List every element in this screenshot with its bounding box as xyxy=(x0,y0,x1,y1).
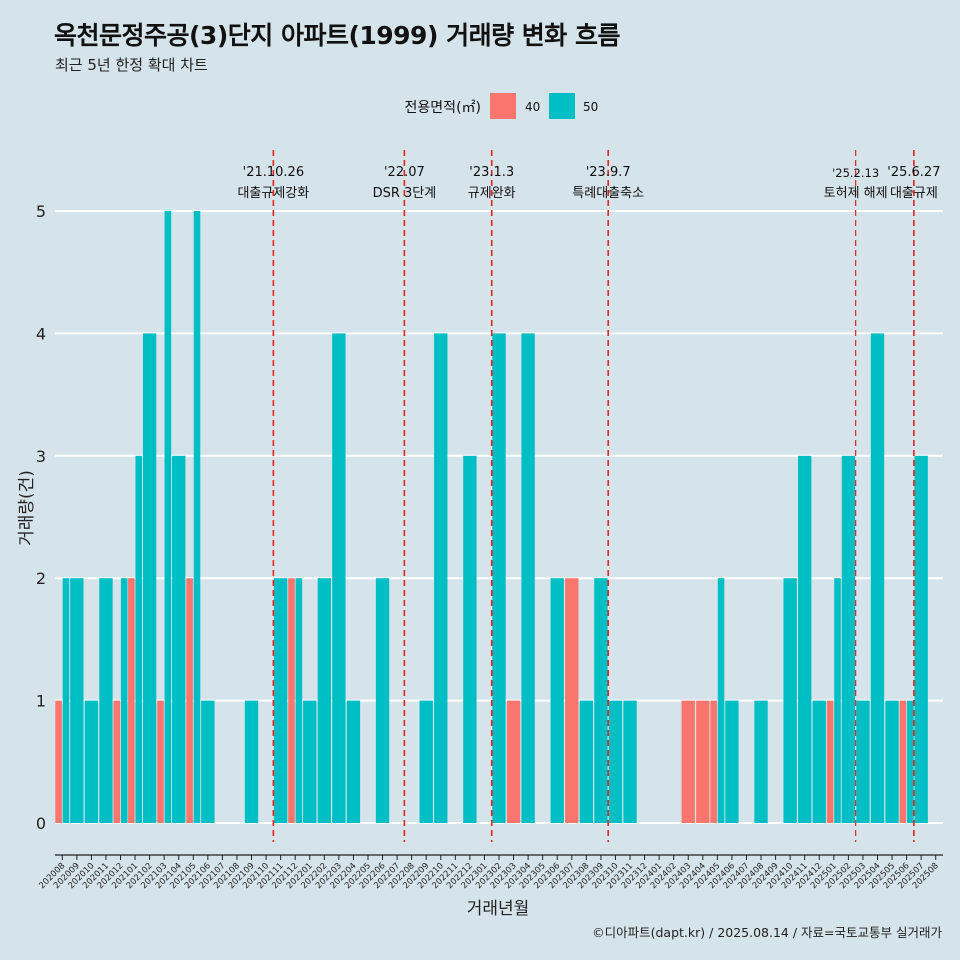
bar-50 xyxy=(550,578,564,823)
y-tick-label: 1 xyxy=(36,692,46,711)
bar-40 xyxy=(710,700,717,823)
event-date-label: '22.07 xyxy=(384,165,425,180)
bar-50 xyxy=(492,333,506,823)
bar-50 xyxy=(193,211,201,823)
bar-50 xyxy=(99,578,113,823)
bar-50 xyxy=(172,455,186,823)
bar-50 xyxy=(914,455,928,823)
y-tick-label: 0 xyxy=(36,814,46,833)
legend-title: 전용면적(㎡) xyxy=(405,100,481,116)
bar-40 xyxy=(113,700,121,823)
bar-40 xyxy=(681,700,695,823)
bar-50 xyxy=(346,700,361,823)
bar-40 xyxy=(696,700,710,823)
bar-40 xyxy=(565,578,579,823)
bar-50 xyxy=(332,333,346,823)
event-name-label: DSR 3단계 xyxy=(373,186,437,201)
bar-40 xyxy=(506,700,521,823)
bar-50 xyxy=(608,700,623,823)
bar-50 xyxy=(201,700,215,823)
y-tick-label: 4 xyxy=(36,324,46,343)
bar-50 xyxy=(317,578,331,823)
bar-50 xyxy=(164,211,172,823)
bar-50 xyxy=(885,700,899,823)
legend-label-40: 40 xyxy=(525,100,540,114)
bar-50 xyxy=(812,700,826,823)
bar-40 xyxy=(186,578,193,823)
event-name-label: 대출규제 xyxy=(890,186,938,201)
bar-50 xyxy=(623,700,637,823)
bar-50 xyxy=(273,578,288,823)
bar-40 xyxy=(288,578,295,823)
event-name-label: 특례대출축소 xyxy=(572,186,644,201)
bar-50 xyxy=(717,578,725,823)
event-name-label: 대출규제강화 xyxy=(237,186,309,201)
bar-50 xyxy=(70,578,84,823)
bar-50 xyxy=(120,578,128,823)
bar-50 xyxy=(834,578,841,823)
bar-50 xyxy=(725,700,739,823)
bar-40 xyxy=(826,700,834,823)
bar-40 xyxy=(55,700,62,823)
bar-50 xyxy=(907,700,914,823)
chart-title: 옥천문정주공(3)단지 아파트(1999) 거래량 변화 흐름 xyxy=(54,21,621,50)
legend-swatch-40 xyxy=(490,93,516,119)
x-axis-title: 거래년월 xyxy=(467,899,530,919)
bar-50 xyxy=(579,700,594,823)
bar-50 xyxy=(62,578,70,823)
bar-50 xyxy=(463,455,477,823)
bar-50 xyxy=(375,578,390,823)
bar-50 xyxy=(594,578,608,823)
event-date-label: '23.1.3 xyxy=(469,165,514,180)
event-name-label: 토허제 해제 xyxy=(824,186,888,201)
bar-50 xyxy=(303,700,317,823)
chart-caption: ©디아파트(dapt.kr) / 2025.08.14 / 자료=국토교통부 실… xyxy=(592,925,942,940)
event-name-label: 규제완화 xyxy=(468,186,516,201)
bar-50 xyxy=(142,333,157,823)
bar-40 xyxy=(128,578,135,823)
bar-50 xyxy=(521,333,535,823)
bar-50 xyxy=(135,455,143,823)
bar-50 xyxy=(856,700,870,823)
event-date-label: '23.9.7 xyxy=(586,165,631,180)
bar-50 xyxy=(434,333,448,823)
event-date-label: '25.6.27 xyxy=(887,165,940,180)
y-tick-label: 5 xyxy=(36,202,46,221)
bar-50 xyxy=(798,455,812,823)
legend-label-50: 50 xyxy=(583,100,598,114)
bar-50 xyxy=(841,455,856,823)
bar-50 xyxy=(783,578,797,823)
bar-50 xyxy=(419,700,433,823)
bar-50 xyxy=(295,578,303,823)
legend-swatch-50 xyxy=(549,93,575,119)
event-date-label: '21.10.26 xyxy=(243,165,304,180)
bar-40 xyxy=(899,700,907,823)
bar-50 xyxy=(84,700,99,823)
bar-40 xyxy=(157,700,164,823)
y-tick-label: 2 xyxy=(36,569,46,588)
y-tick-label: 3 xyxy=(36,447,46,466)
bar-50 xyxy=(754,700,768,823)
y-axis-title: 거래량(건) xyxy=(17,470,37,546)
chart-subtitle: 최근 5년 한정 확대 차트 xyxy=(55,56,208,74)
event-date-label: '25.2.13 xyxy=(832,166,879,180)
bar-50 xyxy=(870,333,885,823)
bar-50 xyxy=(244,700,259,823)
